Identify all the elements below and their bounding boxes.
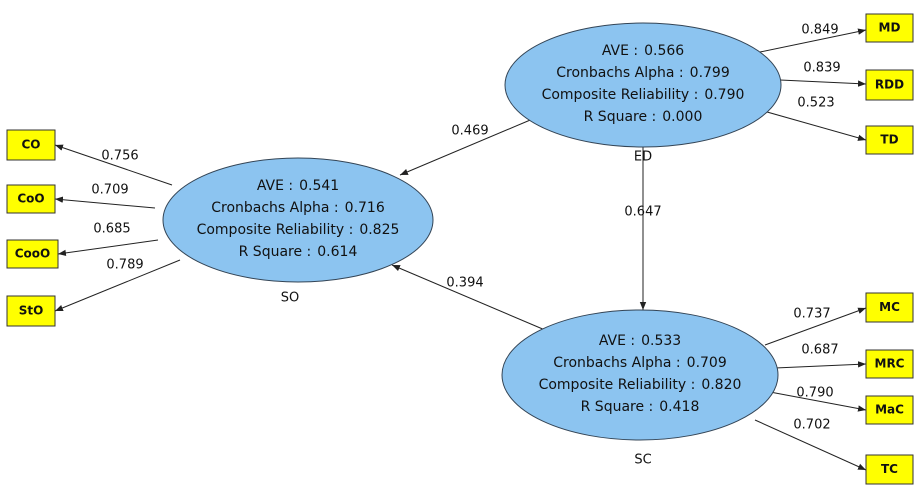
construct-name: SO <box>281 291 299 306</box>
construct-stat: R Square : 0.614 <box>239 244 358 260</box>
stat-label: AVE : <box>257 178 293 194</box>
stat-value: 0.799 <box>690 65 730 81</box>
indicator-box <box>6 184 56 214</box>
loading: 0.523 <box>797 96 834 111</box>
construct-stat: Composite Reliability : 0.790 <box>542 87 745 103</box>
indicator-box <box>865 349 914 379</box>
stat-label: AVE : <box>602 43 638 59</box>
stat-value: 0.820 <box>701 377 741 393</box>
indicator-box <box>865 292 914 323</box>
construct <box>501 309 779 441</box>
indicator-label: CO <box>21 138 40 152</box>
loading: 0.709 <box>91 183 128 198</box>
stat-value: 0.418 <box>659 399 699 415</box>
indicator-box <box>865 69 914 101</box>
loading: 0.737 <box>793 307 830 322</box>
arrow <box>57 239 159 257</box>
indicator-label: TD <box>880 133 898 147</box>
construct-stat: Cronbachs Alpha : 0.799 <box>556 65 730 81</box>
arrow <box>759 109 867 141</box>
construct-stat: Composite Reliability : 0.820 <box>539 377 742 393</box>
indicator-label: StO <box>19 304 44 318</box>
stat-label: AVE : <box>599 333 635 349</box>
stat-value: 0.790 <box>704 87 744 103</box>
stat-label: Composite Reliability : <box>197 222 354 238</box>
indicator-box <box>865 13 914 43</box>
stat-value: 0.000 <box>662 109 702 125</box>
construct-name: ED <box>634 150 652 165</box>
arrow <box>54 144 173 186</box>
indicator-box <box>865 454 914 485</box>
construct-name: SC <box>634 453 651 468</box>
construct-stat: R Square : 0.418 <box>581 399 700 415</box>
indicator-label: CoO <box>17 192 44 206</box>
arrow <box>754 419 867 471</box>
construct-stat: Cronbachs Alpha : 0.716 <box>211 200 385 216</box>
stat-label: R Square : <box>584 109 657 125</box>
loading: 0.687 <box>801 343 838 358</box>
stat-label: R Square : <box>581 399 654 415</box>
arrow <box>399 117 536 176</box>
loading: 0.790 <box>796 386 833 401</box>
indicator-label: RDD <box>875 78 904 92</box>
construct <box>162 157 434 283</box>
stat-label: Composite Reliability : <box>542 87 699 103</box>
construct-stat: AVE : 0.566 <box>602 43 684 59</box>
path-coefficient: 0.394 <box>446 276 483 291</box>
arrow <box>769 391 867 412</box>
arrow <box>779 79 867 87</box>
indicator-box <box>6 239 59 269</box>
loading: 0.756 <box>101 149 138 164</box>
indicator-label: CooO <box>15 247 51 261</box>
arrow <box>759 28 867 53</box>
stat-label: Cronbachs Alpha : <box>556 65 683 81</box>
indicator-label: MC <box>879 300 900 314</box>
arrow <box>774 361 867 369</box>
stat-value: 0.825 <box>359 222 399 238</box>
loading: 0.849 <box>801 23 838 38</box>
indicator-label: MaC <box>875 403 904 417</box>
path-coefficient: 0.647 <box>624 205 661 220</box>
stat-label: Cronbachs Alpha : <box>553 355 680 371</box>
indicator-label: MD <box>879 21 901 35</box>
arrow <box>764 307 867 346</box>
stat-label: Composite Reliability : <box>539 377 696 393</box>
indicator-box <box>865 125 914 155</box>
indicator-box <box>6 129 56 161</box>
construct-stat: Cronbachs Alpha : 0.709 <box>553 355 727 371</box>
loading: 0.789 <box>106 258 143 273</box>
indicator-label: TC <box>881 462 898 476</box>
arrow <box>391 264 546 331</box>
construct-stat: AVE : 0.541 <box>257 178 339 194</box>
stat-value: 0.533 <box>641 333 681 349</box>
construct-stat: AVE : 0.533 <box>599 333 681 349</box>
arrow <box>54 196 156 209</box>
construct-stat: R Square : 0.000 <box>584 109 703 125</box>
loading: 0.839 <box>803 61 840 76</box>
stat-label: R Square : <box>239 244 312 260</box>
construct <box>504 22 782 148</box>
arrow <box>54 259 181 312</box>
path-coefficient: 0.469 <box>451 124 488 139</box>
loading: 0.685 <box>93 222 130 237</box>
stat-value: 0.716 <box>345 200 385 216</box>
stat-value: 0.541 <box>299 178 339 194</box>
indicator-label: MRC <box>875 357 905 371</box>
stat-value: 0.709 <box>687 355 727 371</box>
stat-value: 0.614 <box>317 244 357 260</box>
construct-stat: Composite Reliability : 0.825 <box>197 222 400 238</box>
loading: 0.702 <box>793 418 830 433</box>
stat-value: 0.566 <box>644 43 684 59</box>
indicator-box <box>6 295 56 327</box>
indicator-box <box>865 395 914 425</box>
stat-label: Cronbachs Alpha : <box>211 200 338 216</box>
